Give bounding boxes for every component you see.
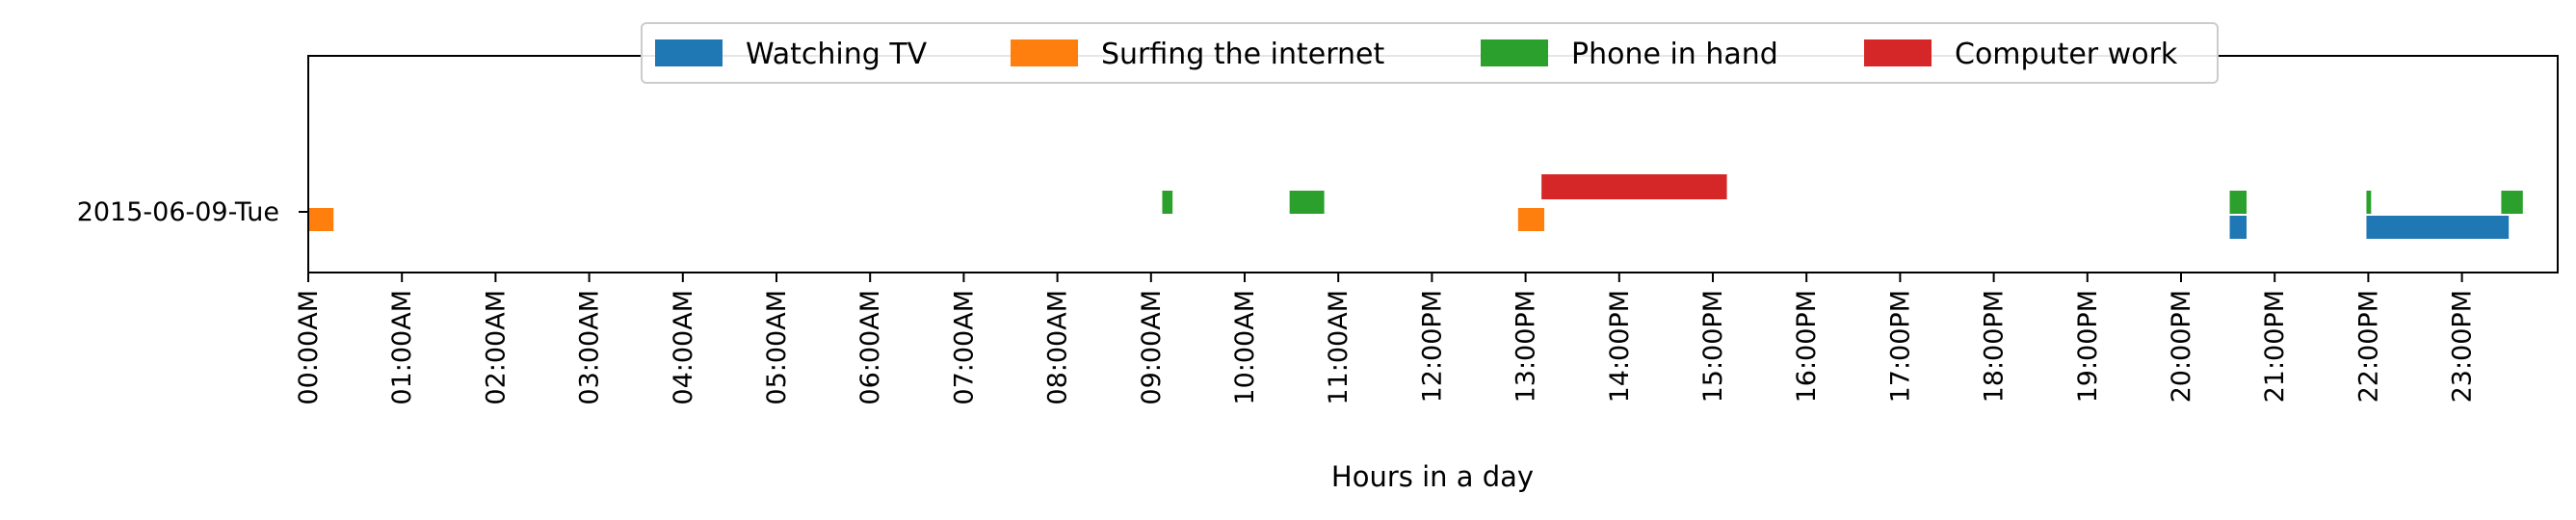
legend-swatch	[655, 39, 723, 66]
bar-phone-in-hand	[1162, 191, 1173, 214]
bars-layer	[308, 174, 2523, 239]
x-tick-label: 03:00AM	[575, 290, 605, 405]
x-tick-label: 19:00PM	[2073, 290, 2103, 403]
bar-phone-in-hand	[1289, 191, 1325, 214]
x-tick-label: 23:00PM	[2448, 290, 2478, 403]
legend-label: Surfing the internet	[1101, 38, 1384, 71]
bar-computer-work	[1541, 174, 1727, 199]
legend-label: Phone in hand	[1571, 38, 1778, 71]
x-tick-label: 14:00PM	[1605, 290, 1635, 403]
legend: Watching TV Surfing the internet Phone in …	[641, 22, 2219, 84]
y-axis: 2015-06-09-Tue	[77, 197, 308, 227]
x-tick-label: 09:00AM	[1137, 290, 1167, 405]
x-tick-label: 22:00PM	[2353, 290, 2383, 403]
x-tick-label: 00:00AM	[294, 290, 324, 405]
x-tick-label: 08:00AM	[1043, 290, 1073, 405]
bar-surfing-the-internet	[1517, 208, 1545, 231]
y-tick-label: 2015-06-09-Tue	[77, 197, 279, 227]
x-tick-label: 12:00PM	[1417, 290, 1447, 403]
x-tick-label: 18:00PM	[1980, 290, 2010, 403]
legend-swatch	[1011, 39, 1078, 66]
legend-swatch	[1864, 39, 1932, 66]
plot-area-frame	[307, 55, 2559, 273]
x-axis-ticks: 00:00AM 01:00AM 02:00AM 03:00AM 04:00AM 05:00…	[294, 273, 2478, 405]
bar-surfing-the-internet	[308, 208, 334, 231]
legend-swatch	[1481, 39, 1548, 66]
bar-phone-in-hand	[2501, 191, 2523, 214]
bar-phone-in-hand	[2229, 191, 2247, 214]
x-tick-label: 13:00PM	[1511, 290, 1541, 403]
bar-watching-tv	[2229, 216, 2247, 239]
x-tick-label: 10:00AM	[1230, 290, 1260, 405]
x-tick-label: 07:00AM	[949, 290, 979, 405]
x-tick-label: 11:00AM	[1324, 290, 1354, 405]
legend-box	[641, 22, 2219, 84]
x-tick-label: 15:00PM	[1698, 290, 1728, 403]
x-axis-title: Hours in a day	[1331, 460, 1534, 493]
x-tick-label: 05:00AM	[762, 290, 792, 405]
x-tick-label: 20:00PM	[2167, 290, 2196, 403]
bar-phone-in-hand	[2366, 191, 2372, 214]
bar-watching-tv	[2366, 216, 2510, 239]
x-tick-label: 16:00PM	[1792, 290, 1822, 403]
legend-label: Computer work	[1955, 38, 2178, 71]
x-tick-label: 01:00AM	[387, 290, 417, 405]
x-tick-label: 06:00AM	[855, 290, 885, 405]
legend-label: Watching TV	[746, 38, 928, 71]
x-tick-label: 21:00PM	[2260, 290, 2290, 403]
x-tick-label: 02:00AM	[481, 290, 511, 405]
x-tick-label: 17:00PM	[1885, 290, 1915, 403]
x-tick-label: 04:00AM	[669, 290, 698, 405]
